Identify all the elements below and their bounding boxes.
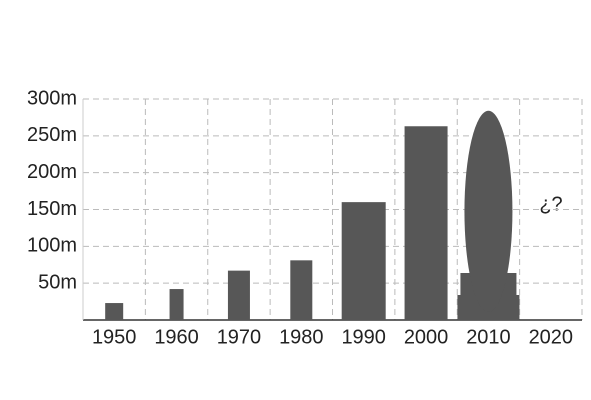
y-tick-label: 50m	[38, 271, 77, 293]
y-tick-label: 300m	[27, 87, 77, 109]
y-tick-label: 150m	[27, 198, 77, 220]
x-tick-label: 1990	[341, 326, 386, 348]
y-tick-label: 200m	[27, 161, 77, 183]
x-tick-label: 1970	[217, 326, 262, 348]
x-tick-label: 2020	[529, 326, 574, 348]
bar-tower	[464, 110, 513, 312]
x-tick-label: 2010	[466, 326, 511, 348]
y-tick-label: 100m	[27, 235, 77, 257]
bar	[404, 126, 448, 320]
annotation: ¿?	[539, 193, 562, 215]
bar	[105, 303, 124, 320]
bar	[227, 270, 250, 320]
x-tick-label: 2000	[404, 326, 449, 348]
bar	[290, 260, 313, 320]
x-tick-label: 1980	[279, 326, 324, 348]
x-tick-label: 1950	[92, 326, 137, 348]
bar	[341, 202, 386, 320]
bar	[169, 289, 184, 320]
x-tick-label: 1960	[154, 326, 199, 348]
y-tick-label: 250m	[27, 124, 77, 146]
